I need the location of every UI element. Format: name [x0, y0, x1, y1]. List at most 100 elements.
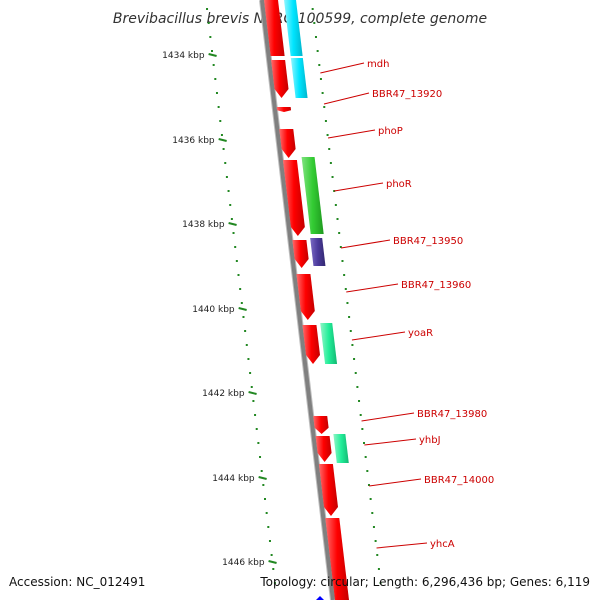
scale-dot — [376, 554, 379, 556]
scale-dot — [263, 498, 266, 500]
scale-dot — [348, 316, 351, 318]
label-leader — [369, 478, 422, 487]
scale-dot — [354, 372, 357, 374]
scale-dot — [344, 288, 347, 290]
tick-label: 1436 kbp — [172, 136, 215, 146]
scale-dot — [331, 176, 334, 178]
scale-dot — [372, 526, 375, 528]
gene-label: mdh — [367, 59, 389, 70]
scale-dot — [265, 512, 268, 514]
gene-label: BBR47_13950 — [393, 236, 463, 247]
scale-dot — [359, 414, 362, 416]
gene-label: BBR47_13920 — [372, 89, 442, 100]
scale-dot — [250, 386, 253, 388]
scale-dot — [212, 64, 215, 66]
scale-dot — [336, 218, 339, 220]
scale-dot — [224, 162, 227, 164]
label-leader — [327, 129, 376, 139]
tick-label: 1442 kbp — [202, 389, 245, 399]
cds-arrow — [271, 60, 289, 98]
scale-dot — [230, 218, 233, 220]
scale-dot — [267, 526, 270, 528]
scale-dot — [363, 442, 366, 444]
tick-mark — [208, 53, 217, 57]
scale-dot — [341, 260, 344, 262]
scale-dot — [268, 540, 271, 542]
scale-dot — [367, 484, 370, 486]
scale-dot — [369, 498, 372, 500]
cds-arrow — [296, 274, 315, 320]
scale-dot — [273, 582, 276, 584]
gene-label: yhcA — [430, 539, 455, 550]
scale-ticks: 1434 kbp 1436 kbp 1438 kbp 1440 kbp 1442 kbp… — [162, 51, 277, 568]
label-leader — [346, 283, 399, 293]
accession: Accession: NC_012491 — [9, 575, 146, 589]
scale-dot — [379, 582, 382, 584]
scale-dot — [353, 358, 356, 360]
scale-dot — [358, 400, 361, 402]
scale-dot — [333, 190, 336, 192]
scale-dot — [259, 456, 262, 458]
tick-mark — [228, 222, 237, 226]
scale-dot — [245, 344, 248, 346]
scale-dot — [334, 204, 337, 206]
scale-dot — [262, 484, 265, 486]
label-leader — [320, 62, 365, 74]
scale-dot — [324, 120, 327, 122]
label-leader — [340, 239, 391, 249]
scale-dot — [209, 36, 212, 38]
scale-dot — [220, 134, 223, 136]
scale-dot — [272, 568, 275, 570]
scale-dot — [366, 470, 369, 472]
scale-dot — [255, 428, 258, 430]
scale-dot — [234, 246, 237, 248]
label-leader — [361, 412, 415, 422]
scale-dot — [364, 456, 367, 458]
features — [264, 0, 349, 600]
scale-dot — [377, 568, 380, 570]
scale-dot — [260, 470, 263, 472]
scale-dot — [316, 50, 319, 52]
scale-dot — [323, 106, 326, 108]
tick-label: 1434 kbp — [162, 51, 205, 61]
scale-dot — [214, 78, 217, 80]
tick-label: 1446 kbp — [222, 558, 265, 568]
gene-label: phoP — [378, 126, 403, 137]
tick-label: 1438 kbp — [182, 220, 225, 230]
scale-dot — [361, 428, 364, 430]
scale-dot — [252, 400, 255, 402]
yoaR-feature — [320, 323, 338, 364]
gene-label: BBR47_13960 — [401, 280, 471, 291]
scale-dot — [374, 540, 377, 542]
cds-arrow — [279, 129, 296, 158]
phoR-feature — [301, 157, 324, 234]
scale-dot — [346, 302, 349, 304]
scale-dot — [270, 554, 273, 556]
scale-dot — [249, 372, 252, 374]
scale-dot — [356, 386, 359, 388]
scale-dot — [257, 442, 260, 444]
scale-dot — [254, 414, 257, 416]
scale-dot — [235, 260, 238, 262]
scale-dot — [247, 358, 250, 360]
scale-dot — [219, 120, 222, 122]
cds-arrow — [315, 436, 332, 462]
gene-label: phoR — [386, 179, 412, 190]
cds-arrow — [325, 518, 349, 600]
scale-dot — [349, 330, 352, 332]
scale-dot — [371, 512, 374, 514]
scale-dot — [326, 134, 329, 136]
scale-dot — [328, 148, 331, 150]
scale-dot — [229, 204, 232, 206]
scale-dot — [239, 288, 242, 290]
scale-dot — [329, 162, 332, 164]
scale-dot — [215, 92, 218, 94]
tick-mark — [218, 138, 227, 142]
scale-dot — [321, 92, 324, 94]
scale-dot — [319, 78, 322, 80]
position-marker-icon — [316, 596, 324, 600]
cds-arrow — [282, 160, 305, 236]
scale-dot — [318, 64, 321, 66]
scale-dot — [351, 344, 354, 346]
